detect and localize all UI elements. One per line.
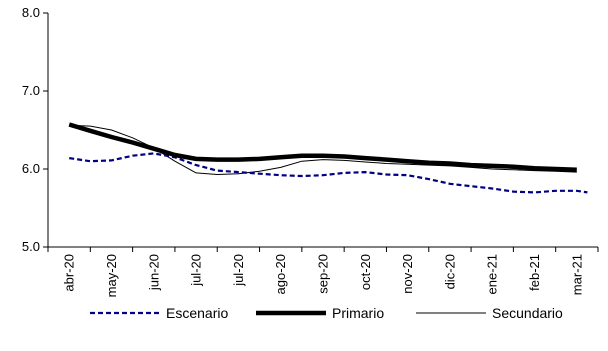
x-tick-label: ago-20: [273, 254, 288, 294]
legend-label-primario: Primario: [332, 305, 384, 321]
series-line-escenario: [69, 152, 588, 194]
y-tick-label: 5.0: [22, 239, 40, 254]
x-tick-label: ene-21: [485, 254, 500, 294]
x-tick-label: may-20: [104, 254, 119, 297]
x-tick-label: nov-20: [400, 254, 415, 294]
y-tick-label: 8.0: [22, 5, 40, 20]
x-tick-label: sep-20: [316, 254, 331, 294]
legend-label-escenario: Escenario: [166, 305, 228, 321]
legend-label-secundario: Secundario: [492, 305, 563, 321]
x-tick-label: dic-20: [442, 254, 457, 289]
x-tick-label: mar-21: [569, 254, 584, 295]
y-tick-label: 6.0: [22, 161, 40, 176]
series-line-primario: [68, 122, 577, 173]
axes: 5.0 6.0 7.0 8.0 abr-20 may-20 jun-20 jul-20 jul-…: [22, 5, 599, 297]
x-tick-label: abr-20: [62, 254, 77, 292]
x-tick-label: oct-20: [358, 254, 373, 290]
x-tick-label: jul-20: [189, 254, 204, 287]
y-tick-label: 7.0: [22, 83, 40, 98]
x-tick-label: jun-20: [146, 254, 161, 291]
x-tick-label: jul-20: [231, 254, 246, 287]
x-tick-label: feb-21: [527, 254, 542, 291]
plot-area: [68, 122, 588, 194]
legend: Escenario Primario Secundario: [90, 305, 563, 321]
